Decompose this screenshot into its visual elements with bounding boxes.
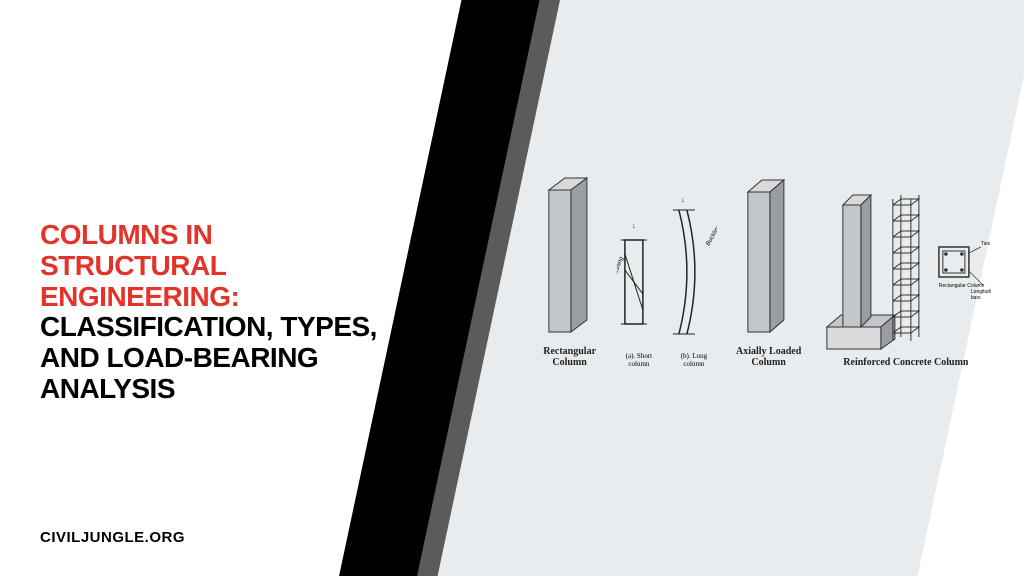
diagram-label: Rectangular Column	[531, 346, 609, 368]
source-attribution: CIVILJUNGLE.ORG	[40, 529, 185, 546]
diagram-rcc: Ties Longitudinal bars Rectangular Colum…	[821, 181, 991, 368]
diagram-axial-column: Axially Loaded Column	[724, 170, 813, 368]
short-col-sublabel: (a). Short column	[616, 352, 661, 368]
svg-text:↓: ↓	[632, 223, 636, 230]
svg-text:Ties: Ties	[981, 241, 991, 247]
svg-text:Rectangular Column: Rectangular Column	[939, 283, 985, 289]
diagram-label: Reinforced Concrete Column	[843, 357, 968, 368]
diagram-rectangular-column: Rectangular Column	[531, 170, 609, 368]
diagram-label: Axially Loaded Column	[724, 346, 813, 368]
svg-text:↓: ↓	[681, 197, 685, 204]
right-panel: Rectangular Column ↓ Crushing	[438, 0, 1024, 576]
svg-text:bars: bars	[971, 295, 981, 301]
svg-text:Buckling: Buckling	[705, 224, 716, 247]
title-block: Columns in Structural Engineering: Class…	[40, 220, 400, 405]
page: Rectangular Column ↓ Crushing	[0, 0, 1024, 576]
title-line-red: Columns in Structural Engineering:	[40, 220, 400, 312]
diagram-short-long: ↓ Crushing ↓ Buckling (a). Short column …	[616, 192, 716, 368]
diagram-row: Rectangular Column ↓ Crushing	[531, 170, 991, 368]
svg-text:Crushing: Crushing	[616, 255, 624, 280]
long-col-sublabel: (b). Long column	[671, 352, 716, 368]
title-line-black: Classification, Types, and Load-Bearing …	[40, 312, 400, 404]
